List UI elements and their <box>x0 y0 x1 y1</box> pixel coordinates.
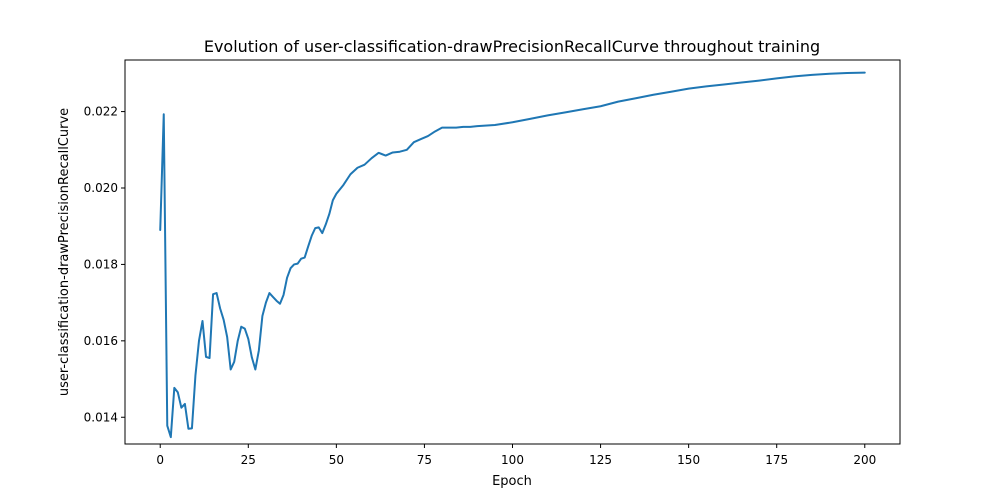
chart-title: Evolution of user-classification-drawPre… <box>204 37 820 56</box>
y-tick-label: 0.016 <box>84 334 118 348</box>
y-axis-label: user-classification-drawPrecisionRecallC… <box>57 108 72 396</box>
x-tick-label: 0 <box>156 453 164 467</box>
x-tick-label: 200 <box>853 453 876 467</box>
x-axis-label: Epoch <box>492 474 532 489</box>
y-axis-ticks: 0.014 0.016 0.018 0.020 0.022 <box>84 105 125 424</box>
x-tick-label: 25 <box>241 453 256 467</box>
x-tick-label: 75 <box>417 453 432 467</box>
plot-frame <box>124 59 901 445</box>
y-tick-label: 0.014 <box>84 410 118 424</box>
x-tick-label: 50 <box>329 453 344 467</box>
x-axis-ticks: 0 25 50 75 100 125 150 175 200 <box>156 444 876 467</box>
x-tick-label: 175 <box>765 453 788 467</box>
x-tick-label: 125 <box>589 453 612 467</box>
x-tick-label: 150 <box>677 453 700 467</box>
series-line <box>159 71 866 439</box>
y-tick-label: 0.022 <box>84 105 118 119</box>
y-tick-label: 0.018 <box>84 257 118 271</box>
y-tick-label: 0.020 <box>84 181 118 195</box>
x-tick-label: 100 <box>501 453 524 467</box>
